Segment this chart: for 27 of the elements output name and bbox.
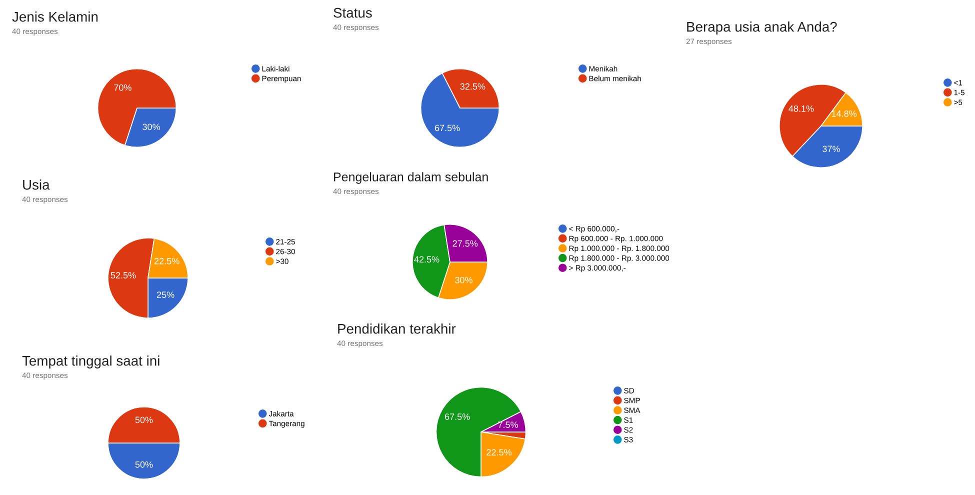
data-label: 7.5% bbox=[498, 422, 518, 428]
chart-title: Status bbox=[334, 8, 372, 18]
chart-title: Pendidikan terakhir bbox=[338, 324, 456, 334]
data-label: 70% bbox=[114, 84, 132, 91]
chart-title: Berapa usia anak Anda? bbox=[687, 22, 837, 34]
data-label: 14.8% bbox=[832, 110, 857, 117]
chart-title: Tempat tinggal saat ini bbox=[22, 356, 160, 368]
data-label: 22.5% bbox=[486, 449, 512, 456]
data-label: 25% bbox=[156, 292, 174, 298]
data-label: 30% bbox=[142, 124, 160, 130]
chart-title: Pengeluaran dalam sebulan bbox=[334, 172, 488, 184]
data-label: 48.1% bbox=[788, 105, 814, 112]
chart-title: Usia bbox=[23, 180, 50, 190]
data-label: 32.5% bbox=[460, 83, 486, 90]
data-label: 42.5% bbox=[414, 256, 440, 263]
data-label: 67.5% bbox=[434, 124, 460, 132]
data-label: 67.5% bbox=[444, 414, 470, 420]
data-label: 50% bbox=[135, 461, 153, 468]
data-label: 50% bbox=[135, 416, 153, 424]
data-label: 37% bbox=[822, 146, 840, 152]
data-label: 27.5% bbox=[452, 240, 478, 247]
data-label: 30% bbox=[455, 276, 472, 284]
data-label: 22.5% bbox=[154, 258, 180, 264]
pie-slice bbox=[97, 68, 177, 146]
chart-title: Jenis Kelamin bbox=[12, 12, 98, 22]
data-label: 52.5% bbox=[110, 272, 136, 278]
pie-slice bbox=[420, 72, 500, 148]
